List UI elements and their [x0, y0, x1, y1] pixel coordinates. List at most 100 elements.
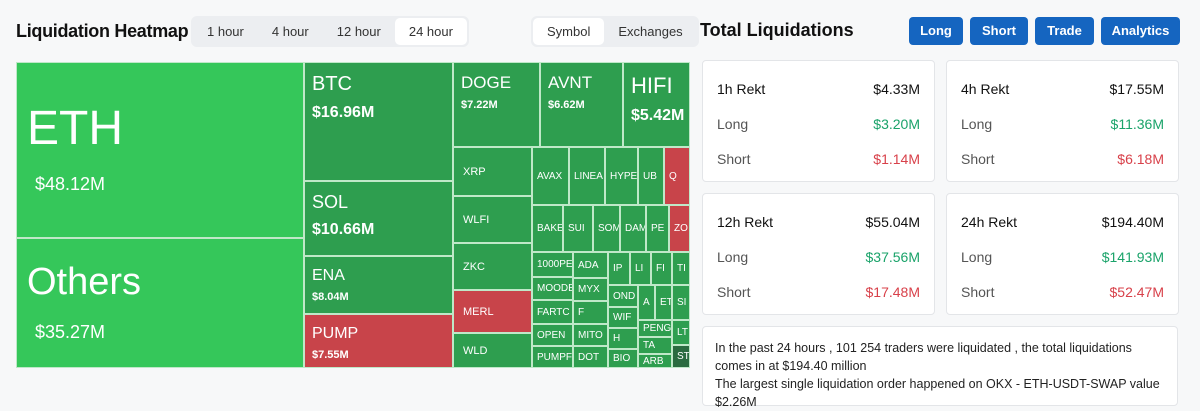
cell-label: ARB	[643, 355, 664, 367]
trade-button[interactable]: Trade	[1035, 17, 1094, 45]
tab-12-hour[interactable]: 12 hour	[336, 24, 381, 39]
treemap-cell-xrp[interactable]: XRP	[453, 147, 532, 196]
cell-label: FARTC	[537, 306, 570, 318]
treemap-cell-lt[interactable]: LT	[672, 320, 690, 345]
tab-symbol[interactable]: Symbol	[533, 18, 605, 45]
treemap-cell-sui[interactable]: SUI	[563, 205, 593, 252]
treemap-cell-fartc[interactable]: FARTC	[532, 300, 573, 324]
treemap-cell-doge[interactable]: DOGE $7.22M	[453, 62, 540, 147]
cell-label: SI	[677, 297, 687, 308]
treemap-cell-q[interactable]: Q	[664, 147, 690, 205]
tab-24-hour[interactable]: 24 hour	[394, 18, 467, 45]
cell-label: UB	[643, 170, 657, 182]
treemap-cell-ub[interactable]: UB	[638, 147, 664, 205]
treemap-cell-ip[interactable]: IP	[608, 252, 630, 285]
treemap-cell-pe[interactable]: PE	[646, 205, 669, 252]
treemap-cell-arb[interactable]: ARB	[638, 354, 672, 368]
short-label: Short	[717, 150, 751, 167]
cell-label: OPEN	[537, 329, 566, 341]
treemap-cell-pump[interactable]: PUMP $7.55M	[304, 314, 453, 368]
treemap-cell-f[interactable]: F	[573, 301, 608, 324]
treemap-cell-avnt[interactable]: AVNT $6.62M	[540, 62, 623, 147]
treemap-cell-ena[interactable]: ENA $8.04M	[304, 256, 453, 314]
cell-value: $5.42M	[631, 107, 685, 124]
cell-label: ET	[660, 297, 672, 308]
treemap-cell-mito[interactable]: MITO	[573, 324, 608, 346]
treemap-cell-open[interactable]: OPEN	[532, 324, 573, 346]
treemap-cell-bio[interactable]: BIO	[608, 349, 638, 368]
treemap-cell-ti[interactable]: TI	[672, 252, 690, 285]
cell-label: MERL	[463, 305, 494, 318]
short-value: $17.48M	[865, 283, 920, 300]
treemap-cell-som[interactable]: SOM	[593, 205, 620, 252]
treemap-cell-peng[interactable]: PENG	[638, 320, 672, 337]
treemap-cell-ada[interactable]: ADA	[573, 252, 608, 278]
treemap-cell-fi[interactable]: FI	[651, 252, 672, 285]
treemap-cell-eth[interactable]: ETH $48.12M	[16, 62, 304, 238]
card-total: $4.33M	[873, 80, 920, 97]
long-label: Long	[717, 115, 749, 132]
cell-value: $16.96M	[312, 104, 375, 121]
treemap-cell-a[interactable]: A	[638, 285, 655, 320]
treemap-cell-merl[interactable]: MERL	[453, 290, 532, 333]
tab-exchanges[interactable]: Exchanges	[618, 24, 683, 39]
short-button[interactable]: Short	[970, 17, 1028, 45]
cell-label: IP	[613, 263, 623, 274]
treemap-cell-bake[interactable]: BAKE	[532, 205, 563, 252]
cell-label: AVAX	[537, 170, 563, 182]
tab-1-hour[interactable]: 1 hour	[207, 24, 244, 39]
treemap-cell-btc[interactable]: BTC $16.96M	[304, 62, 453, 181]
treemap-cell-li[interactable]: LI	[630, 252, 651, 285]
cell-value: $35.27M	[35, 322, 106, 342]
cell-label: A	[643, 297, 650, 308]
treemap-cell-hifi[interactable]: HIFI $5.42M	[623, 62, 690, 147]
treemap-cell-et[interactable]: ET	[655, 285, 672, 320]
card-title: 12h Rekt	[717, 213, 774, 230]
long-button[interactable]: Long	[909, 17, 963, 45]
card-title: 1h Rekt	[717, 80, 766, 97]
short-label: Short	[961, 150, 995, 167]
treemap-cell-si[interactable]: SI	[672, 285, 690, 320]
cell-label: ENA	[312, 267, 345, 284]
treemap-cell-zkc[interactable]: ZKC	[453, 243, 532, 290]
cell-label: WIF	[613, 312, 632, 323]
treemap-cell-dam[interactable]: DAM	[620, 205, 646, 252]
treemap-cell-ta[interactable]: TA	[638, 337, 672, 354]
treemap-cell-sol[interactable]: SOL $10.66M	[304, 181, 453, 256]
cell-value: $10.66M	[312, 221, 375, 238]
treemap-cell-hype[interactable]: HYPE	[605, 147, 638, 205]
treemap-cell-avax[interactable]: AVAX	[532, 147, 569, 205]
cell-label: 1000PE	[537, 259, 573, 270]
short-value: $1.14M	[873, 150, 920, 167]
treemap-cell-pumpf[interactable]: PUMPF	[532, 346, 573, 368]
analytics-button[interactable]: Analytics	[1101, 17, 1180, 45]
card-total: $55.04M	[865, 213, 920, 230]
cell-label: F	[578, 307, 585, 318]
long-value: $11.36M	[1110, 115, 1164, 132]
treemap-cell-wif[interactable]: WIF	[608, 307, 638, 328]
treemap-cell-st[interactable]: ST	[672, 345, 690, 368]
cell-label: ZO	[674, 223, 688, 234]
treemap-cell-myx[interactable]: MYX	[573, 278, 608, 301]
cell-label: Q	[669, 170, 677, 182]
cell-label: BIO	[613, 353, 631, 364]
treemap-cell-h[interactable]: H	[608, 328, 638, 349]
cell-label: DOGE	[461, 73, 512, 92]
tab-4-hour[interactable]: 4 hour	[271, 24, 309, 39]
treemap-cell-wlfi[interactable]: WLFI	[453, 196, 532, 243]
long-label: Long	[961, 248, 993, 265]
treemap-cell-wld[interactable]: WLD	[453, 333, 532, 368]
treemap-cell-1000pe[interactable]: 1000PE	[532, 252, 573, 277]
cell-label: PUMPF	[537, 351, 572, 363]
cell-label: XRP	[463, 165, 486, 178]
treemap-cell-dot[interactable]: DOT	[573, 346, 608, 368]
cell-label: HIFI	[631, 73, 673, 98]
treemap-cell-moode[interactable]: MOODE	[532, 277, 573, 300]
treemap-cell-zo[interactable]: ZO	[669, 205, 690, 252]
treemap-cell-ond[interactable]: OND	[608, 285, 638, 307]
treemap-cell-others[interactable]: Others $35.27M	[16, 238, 304, 368]
card-total: $194.40M	[1101, 213, 1164, 230]
treemap-cell-linea[interactable]: LINEA	[569, 147, 605, 205]
long-value: $3.20M	[873, 115, 920, 132]
short-label: Short	[961, 283, 995, 300]
